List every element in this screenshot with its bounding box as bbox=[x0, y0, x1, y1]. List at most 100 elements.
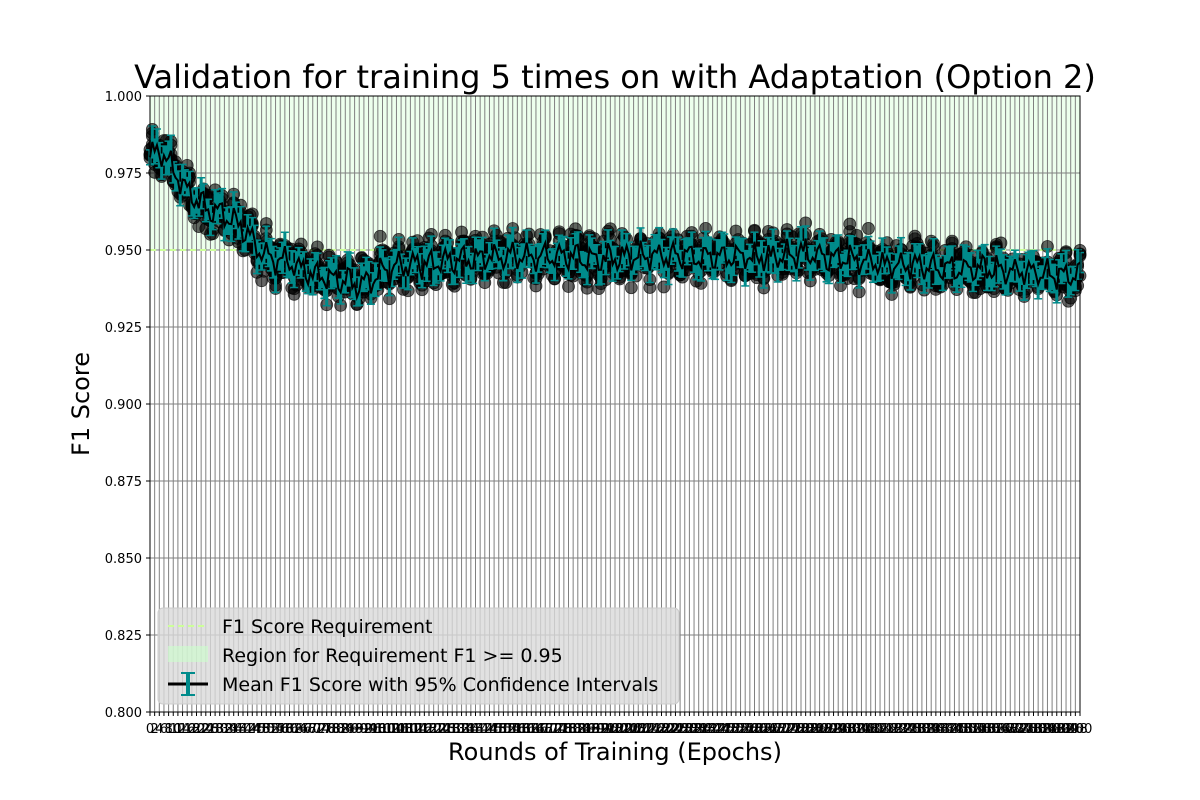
x-tick-label: 106 bbox=[384, 722, 409, 737]
legend-mean-label: Mean F1 Score with 95% Confidence Interv… bbox=[222, 674, 658, 696]
x-tick-label: 238 bbox=[691, 722, 716, 737]
x-tick-label: 240 bbox=[696, 722, 721, 737]
x-tick-label: 170 bbox=[533, 722, 558, 737]
x-tick-label: 38 bbox=[230, 722, 247, 737]
x-tick-label: 48 bbox=[253, 722, 270, 737]
x-tick-label: 58 bbox=[277, 722, 294, 737]
mean-line bbox=[149, 141, 1081, 302]
x-tick-label: 330 bbox=[905, 722, 930, 737]
x-tick-label: 16 bbox=[179, 722, 196, 737]
x-tick-label: 394 bbox=[1054, 722, 1079, 737]
x-tick-label: 212 bbox=[630, 722, 655, 737]
x-tick-label: 288 bbox=[807, 722, 832, 737]
x-tick-label: 286 bbox=[803, 722, 828, 737]
x-tick-label: 274 bbox=[775, 722, 800, 737]
x-tick-label: 382 bbox=[1026, 722, 1051, 737]
x-tick-label: 40 bbox=[235, 722, 252, 737]
x-tick-label: 386 bbox=[1035, 722, 1060, 737]
x-tick-label: 228 bbox=[668, 722, 693, 737]
x-tick-label: 248 bbox=[714, 722, 739, 737]
x-tick-label: 70 bbox=[304, 722, 321, 737]
x-tick-label: 284 bbox=[798, 722, 823, 737]
x-tick-label: 112 bbox=[398, 722, 423, 737]
run-point bbox=[603, 222, 617, 236]
x-tick-label: 196 bbox=[593, 722, 618, 737]
x-tick-label: 180 bbox=[556, 722, 581, 737]
x-tick-label: 146 bbox=[477, 722, 502, 737]
x-tick-label: 168 bbox=[528, 722, 553, 737]
x-tick-label: 336 bbox=[919, 722, 944, 737]
x-tick-label: 30 bbox=[211, 722, 228, 737]
x-tick-label: 366 bbox=[989, 722, 1014, 737]
x-tick-label: 28 bbox=[207, 722, 224, 737]
x-tick-label: 188 bbox=[575, 722, 600, 737]
x-tick-label: 64 bbox=[291, 722, 308, 737]
x-tick-label: 304 bbox=[844, 722, 869, 737]
x-tick-label: 24 bbox=[198, 722, 215, 737]
x-tick-label: 124 bbox=[426, 722, 451, 737]
y-tick-label: 0.825 bbox=[105, 629, 142, 644]
x-tick-label: 130 bbox=[440, 722, 465, 737]
x-tick-label: 324 bbox=[891, 722, 916, 737]
x-tick-label: 230 bbox=[672, 722, 697, 737]
x-tick-label: 370 bbox=[998, 722, 1023, 737]
x-tick-label: 254 bbox=[728, 722, 753, 737]
x-tick-label: 210 bbox=[626, 722, 651, 737]
x-tick-label: 190 bbox=[579, 722, 604, 737]
y-tick-label: 1.000 bbox=[105, 90, 142, 105]
legend-frame bbox=[157, 607, 680, 705]
x-tick-label: 224 bbox=[658, 722, 683, 737]
run-point bbox=[624, 281, 638, 295]
x-tick-label: 250 bbox=[719, 722, 744, 737]
x-tick-label: 166 bbox=[524, 722, 549, 737]
x-tick-label: 318 bbox=[877, 722, 902, 737]
x-tick-label: 12 bbox=[170, 722, 187, 737]
x-tick-label: 234 bbox=[682, 722, 707, 737]
x-tick-label: 372 bbox=[1002, 722, 1027, 737]
x-tick-label: 310 bbox=[858, 722, 883, 737]
x-tick-label: 164 bbox=[519, 722, 544, 737]
legend: F1 Score Requirement Region for Requirem… bbox=[157, 607, 680, 705]
x-tick-label: 194 bbox=[589, 722, 614, 737]
x-tick-label: 22 bbox=[193, 722, 210, 737]
x-tick-label: 148 bbox=[482, 722, 507, 737]
x-tick-label: 352 bbox=[956, 722, 981, 737]
x-tick-label: 244 bbox=[705, 722, 730, 737]
y-axis-label: F1 Score bbox=[67, 352, 95, 456]
x-tick-label: 272 bbox=[770, 722, 795, 737]
x-tick-label: 152 bbox=[491, 722, 516, 737]
x-tick-label: 362 bbox=[979, 722, 1004, 737]
run-point bbox=[862, 222, 875, 235]
x-tick-label: 108 bbox=[389, 722, 414, 737]
x-tick-label: 144 bbox=[472, 722, 497, 737]
x-tick-label: 140 bbox=[463, 722, 488, 737]
x-tick-label: 296 bbox=[826, 722, 851, 737]
x-tick-label: 246 bbox=[710, 722, 735, 737]
x-tick-label: 36 bbox=[225, 722, 242, 737]
x-tick-label: 98 bbox=[370, 722, 387, 737]
x-tick-label: 118 bbox=[412, 722, 437, 737]
x-tick-label: 374 bbox=[1007, 722, 1032, 737]
x-tick-label: 42 bbox=[239, 722, 256, 737]
x-tick-label: 26 bbox=[202, 722, 219, 737]
x-tick-label: 258 bbox=[737, 722, 762, 737]
x-tick-label: 102 bbox=[375, 722, 400, 737]
x-tick-label: 308 bbox=[854, 722, 879, 737]
x-tick-label: 110 bbox=[393, 722, 418, 737]
x-tick-label: 66 bbox=[295, 722, 312, 737]
x-tick-label: 6 bbox=[160, 722, 168, 737]
x-tick-label: 4 bbox=[155, 722, 163, 737]
x-tick-label: 90 bbox=[351, 722, 368, 737]
x-tick-label: 290 bbox=[812, 722, 837, 737]
legend-mean-swatch bbox=[168, 672, 208, 696]
x-tick-label: 62 bbox=[286, 722, 303, 737]
x-tick-label: 156 bbox=[500, 722, 525, 737]
x-tick-label: 262 bbox=[747, 722, 772, 737]
x-tick-label: 18 bbox=[184, 722, 201, 737]
x-tick-label: 270 bbox=[765, 722, 790, 737]
x-tick-label: 82 bbox=[332, 722, 349, 737]
x-tick-label: 282 bbox=[793, 722, 818, 737]
x-tick-label: 392 bbox=[1049, 722, 1074, 737]
x-tick-label: 368 bbox=[993, 722, 1018, 737]
